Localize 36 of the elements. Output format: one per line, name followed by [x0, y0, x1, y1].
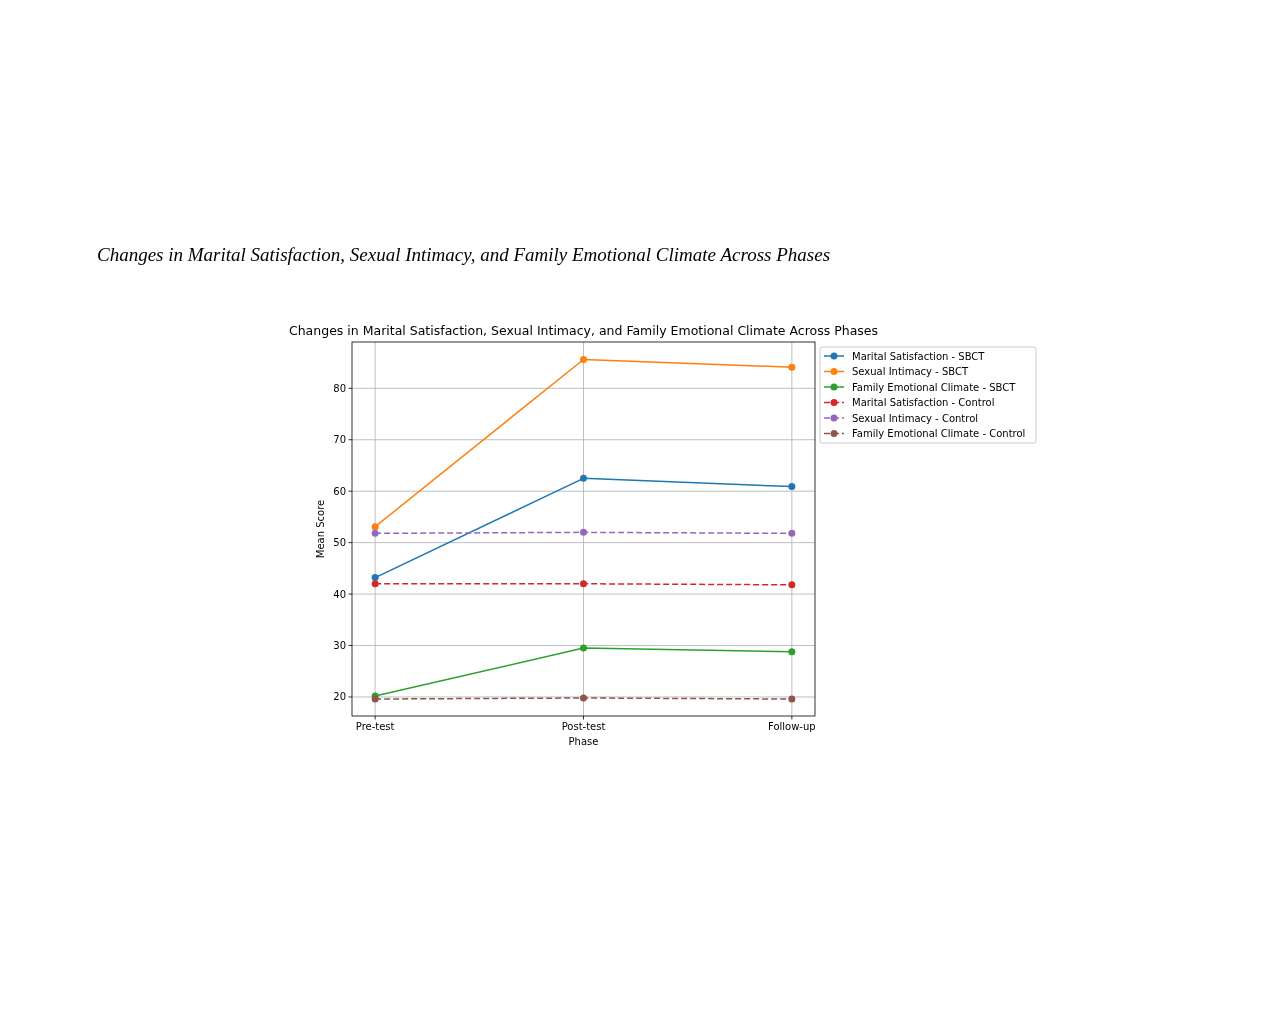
y-tick-label: 60 — [333, 485, 346, 497]
y-tick-label: 80 — [333, 382, 346, 394]
y-axis-title: Mean Score — [315, 499, 326, 559]
legend-label: Marital Satisfaction - Control — [852, 397, 995, 408]
point — [788, 581, 796, 589]
legend-label: Marital Satisfaction - SBCT — [852, 350, 986, 362]
point — [580, 355, 587, 363]
x-tick-label: Pre-test — [355, 721, 395, 732]
point — [788, 648, 796, 656]
legend-label: Family Emotional Climate - SBCT — [852, 381, 1017, 393]
y-tick-label: 70 — [333, 434, 346, 446]
chart-title: Changes in Marital Satisfaction, Sexual Intimacy, and Family Emotional Climate Across Phases — [288, 323, 879, 338]
point — [580, 694, 587, 702]
y-tick-label: 50 — [333, 537, 346, 549]
y-tick-label: 20 — [333, 691, 346, 703]
legend-label: Sexual Intimacy - Control — [852, 412, 979, 424]
point — [371, 523, 379, 531]
y-tick-label: 30 — [333, 640, 346, 652]
point — [580, 474, 587, 482]
text: Changes in Marital Satisfaction, Sexual Intimacy, and Family Emotional Climate Across Phases — [97, 244, 831, 265]
x-tick-label: Follow-up — [768, 721, 816, 732]
point — [580, 580, 587, 588]
point — [788, 483, 796, 491]
x-axis-title: Phase — [568, 736, 599, 747]
point — [371, 529, 379, 537]
legend-label: Sexual Intimacy - SBCT — [852, 366, 969, 377]
point — [580, 528, 587, 536]
point — [371, 574, 379, 582]
x-tick-label: Post-test — [561, 721, 606, 732]
legend-label: Family Emotional Climate - Control — [852, 428, 1026, 439]
point — [788, 695, 796, 703]
point — [580, 644, 587, 652]
y-tick-label: 40 — [333, 588, 346, 600]
point — [371, 580, 379, 588]
point — [788, 529, 796, 537]
point — [788, 363, 796, 371]
